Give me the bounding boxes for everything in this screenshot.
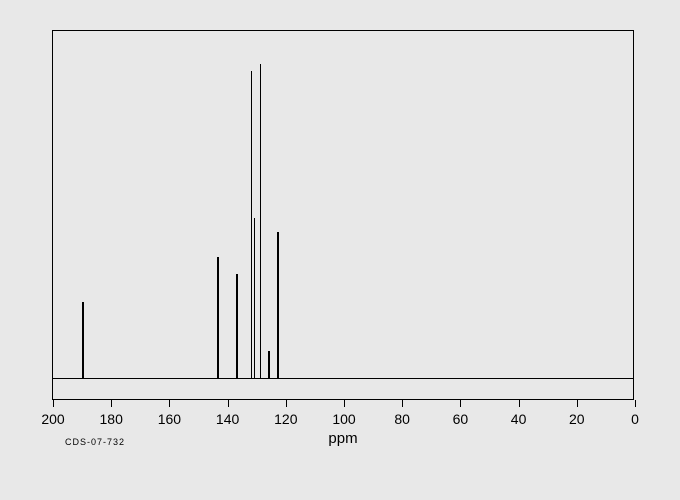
x-axis-label: ppm	[328, 430, 357, 447]
x-tick	[169, 400, 170, 407]
x-tick-label: 200	[41, 411, 64, 427]
x-tick-label: 80	[394, 411, 410, 427]
x-tick	[53, 400, 54, 407]
sample-id-label: CDS-07-732	[65, 437, 125, 447]
plot-area: 200180160140120100806040200 ppm CDS-07-7…	[52, 30, 634, 400]
x-tick	[344, 400, 345, 407]
peak	[236, 274, 238, 379]
x-tick	[635, 400, 636, 407]
x-tick	[577, 400, 578, 407]
x-tick-label: 140	[216, 411, 239, 427]
nmr-chart: 200180160140120100806040200 ppm CDS-07-7…	[42, 30, 644, 425]
peak	[251, 71, 253, 379]
x-tick-label: 100	[332, 411, 355, 427]
x-tick	[228, 400, 229, 407]
x-tick-label: 0	[631, 411, 639, 427]
x-tick-label: 20	[569, 411, 585, 427]
peak	[277, 232, 279, 379]
peak	[82, 302, 84, 379]
x-tick	[286, 400, 287, 407]
baseline	[53, 378, 633, 380]
x-tick-label: 60	[453, 411, 469, 427]
x-tick-label: 180	[100, 411, 123, 427]
x-tick-label: 160	[158, 411, 181, 427]
x-tick	[460, 400, 461, 407]
peak	[268, 351, 270, 379]
peak	[217, 257, 219, 380]
x-tick	[402, 400, 403, 407]
x-tick-label: 120	[274, 411, 297, 427]
x-tick	[111, 400, 112, 407]
x-tick-label: 40	[511, 411, 527, 427]
peak	[254, 218, 256, 379]
x-tick	[519, 400, 520, 407]
peak	[260, 64, 262, 379]
